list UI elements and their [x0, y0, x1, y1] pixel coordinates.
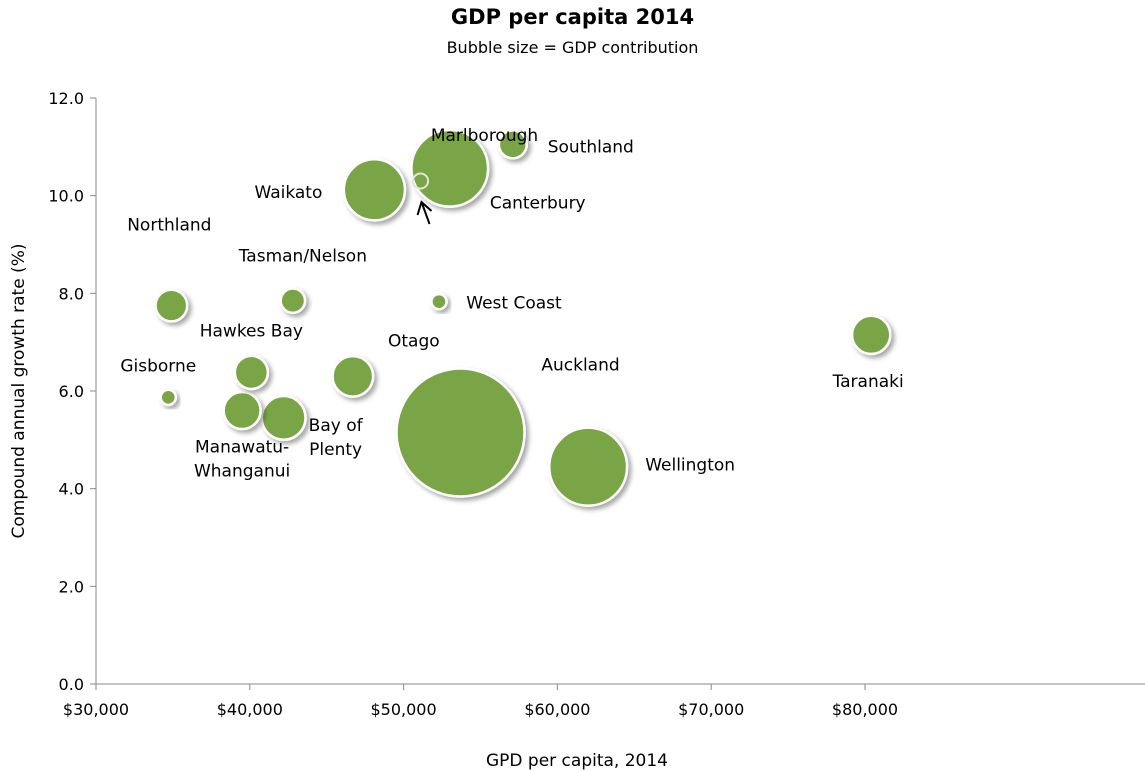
bubble-northland — [154, 288, 189, 323]
label-bay-of-plenty: Bay of Plenty — [309, 416, 364, 460]
x-tick-label: $80,000 — [832, 700, 898, 719]
bubble-hawkes-bay — [233, 354, 270, 391]
y-tick-label: 8.0 — [59, 284, 84, 303]
bubble-taranaki — [850, 314, 892, 356]
bubble-southland — [497, 129, 528, 160]
label-west-coast: West Coast — [466, 294, 562, 314]
bubble-canterbury — [410, 128, 490, 208]
label-otago: Otago — [388, 331, 440, 351]
label-southland: Southland — [548, 137, 634, 157]
label-marlborough: Marlborough — [431, 126, 538, 146]
bubble-auckland — [395, 367, 526, 498]
axes — [95, 98, 1145, 685]
bubble-marlborough — [411, 172, 430, 190]
bubble-otago — [331, 354, 375, 398]
arrow-head — [416, 200, 433, 216]
y-axis-label: Compound annual growth rate (%) — [9, 244, 29, 539]
label-canterbury: Canterbury — [490, 193, 586, 213]
label-waikato: Waikato — [254, 183, 322, 203]
label-wellington: Wellington — [645, 456, 735, 476]
bubble-gisborne — [159, 388, 178, 407]
bubble-west-coast — [430, 292, 448, 311]
x-tick-label: $40,000 — [217, 700, 283, 719]
x-axis-label: GPD per capita, 2014 — [486, 751, 668, 771]
y-tick-label: 10.0 — [48, 187, 84, 206]
label-auckland: Auckland — [541, 356, 619, 376]
bubble-bay-of-plenty — [260, 394, 307, 441]
ticks: 0.0 2.0 4.0 6.0 8.0 10.0 12.0 $30,000 $40,000 $50… — [48, 89, 898, 719]
y-tick-label: 6.0 — [59, 382, 84, 401]
label-taranaki: Taranaki — [832, 372, 904, 392]
arrow-shaft — [420, 201, 431, 225]
y-tick-label: 12.0 — [48, 89, 84, 108]
bubble-waikato — [342, 158, 407, 222]
x-tick-label: $60,000 — [524, 700, 590, 719]
marlborough-pointer-arrow — [416, 200, 433, 225]
bubble-tasman-nelson — [279, 287, 307, 315]
label-hawkes-bay: Hawkes Bay — [200, 321, 303, 341]
chart-subtitle: Bubble size = GDP contribution — [446, 38, 699, 57]
x-tick-label: $50,000 — [371, 700, 437, 719]
bubble-wellington — [548, 426, 629, 507]
label-manawatu-whanganui: Manawatu-Whanganui — [194, 438, 290, 482]
x-tick-label: $70,000 — [678, 700, 744, 719]
y-tick-label: 0.0 — [59, 675, 84, 694]
label-gisborne: Gisborne — [120, 356, 196, 376]
label-tasman-nelson: Tasman/Nelson — [238, 247, 367, 267]
label-northland: Northland — [127, 216, 211, 236]
bubbles — [154, 128, 892, 507]
bubble-manawatu-whanganui — [222, 390, 262, 431]
y-tick-label: 4.0 — [59, 480, 84, 499]
chart-title: GDP per capita 2014 — [450, 5, 695, 29]
x-tick-label: $30,000 — [63, 700, 129, 719]
y-tick-label: 2.0 — [59, 577, 84, 596]
